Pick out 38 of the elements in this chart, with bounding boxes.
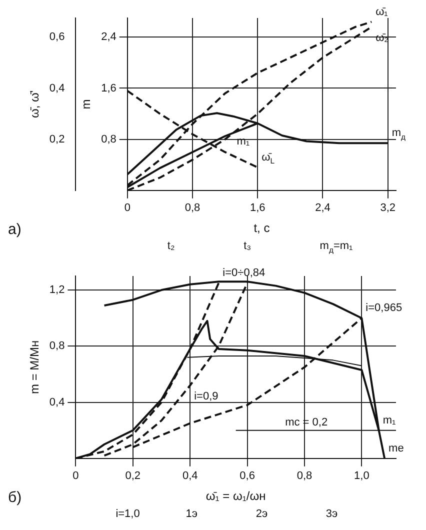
series-label: i=0,965 xyxy=(366,302,402,314)
y-tick-label: 0,8 xyxy=(101,133,116,146)
text: 2э xyxy=(256,508,268,520)
x-tick-label: 2,4 xyxy=(315,202,330,214)
y-axis-title: m xyxy=(79,99,94,110)
text: t₃ xyxy=(244,240,252,252)
text: а) xyxy=(8,221,22,238)
x-tick-label: 0,8 xyxy=(184,202,200,214)
y-axis-title: m = M/Mн xyxy=(28,340,42,394)
y-tick-label: 2,4 xyxy=(101,31,116,44)
y-tick-label: 0,4 xyxy=(49,396,65,408)
text: 1э xyxy=(186,508,198,520)
y-tick-label: 1,6 xyxy=(101,82,116,94)
text: 3э xyxy=(326,508,338,520)
y2-tick-label: 0,6 xyxy=(49,31,65,44)
series-label: mе xyxy=(388,442,404,454)
x-tick-label: 3,2 xyxy=(380,202,396,214)
y2-axis-title: ω̄, ω̄' xyxy=(28,90,42,118)
x-tick-label: 0,2 xyxy=(125,470,141,482)
y2-tick-label: 0,2 xyxy=(49,133,65,146)
series-label: i=0,9 xyxy=(194,390,218,402)
text: t₂ xyxy=(167,240,175,252)
x-tick-label: 0,4 xyxy=(182,470,198,482)
text: б) xyxy=(8,489,22,506)
y-tick-label: 1,2 xyxy=(49,284,65,296)
series-label: ω̄₁ xyxy=(376,6,388,18)
x-tick-label: 0 xyxy=(72,470,79,482)
x-tick-label: 0 xyxy=(124,202,130,214)
x-tick-label: 0,6 xyxy=(240,470,255,482)
series-label: m₁ xyxy=(382,414,396,426)
x-axis-title: ω̄₁ = ω₁/ωн xyxy=(206,489,266,504)
x-tick-label: 1,6 xyxy=(250,202,266,214)
series-label: i=0÷0,84 xyxy=(222,267,266,280)
text: i=1,0 xyxy=(116,508,140,520)
x-tick-label: 1,0 xyxy=(354,470,370,482)
y-tick-label: 0,8 xyxy=(49,340,65,352)
x-tick-label: 0,8 xyxy=(296,470,312,482)
x-axis-title: t, c xyxy=(254,221,270,236)
